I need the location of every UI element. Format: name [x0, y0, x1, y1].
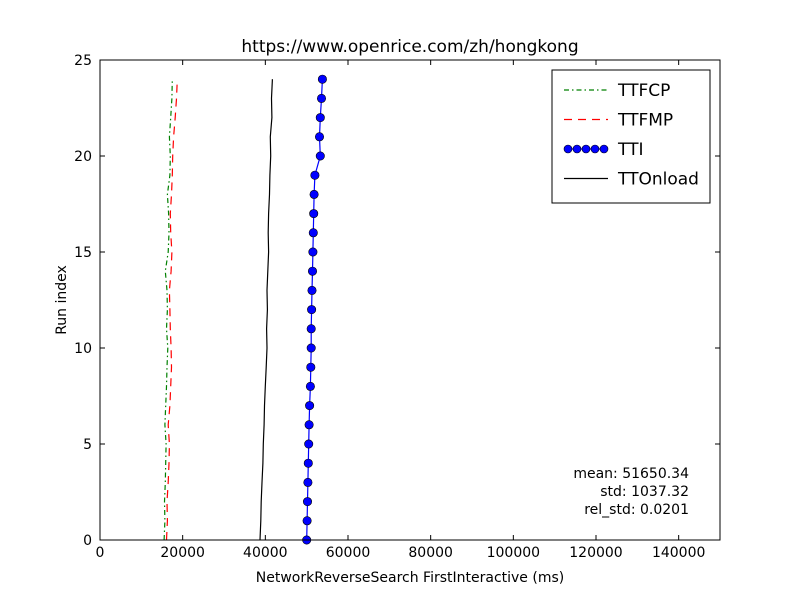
- series-line-ttonload: [259, 79, 273, 541]
- plot-area: [163, 74, 327, 545]
- tti-point: [307, 305, 317, 315]
- axes: 0 20000 40000 60000 80000 100000 120000 140000 0…: [74, 53, 721, 561]
- legend-label-ttfcp: TTFCP: [617, 81, 670, 101]
- tti-point: [307, 285, 317, 295]
- tti-point: [316, 93, 326, 103]
- tti-point: [302, 516, 312, 526]
- legend-marker: [599, 144, 609, 154]
- legend-marker: [563, 144, 573, 154]
- legend-marker: [581, 144, 591, 154]
- y-tick-label: 20: [74, 149, 92, 165]
- tti-point: [309, 189, 319, 199]
- legend-label-ttonload: TTOnload: [617, 170, 699, 190]
- legend-box: [551, 69, 711, 204]
- tti-point: [303, 458, 313, 468]
- tti-point: [317, 74, 327, 84]
- tti-point: [315, 113, 325, 123]
- x-tick-label: 0: [96, 545, 105, 561]
- legend-label-ttfmp: TTFMP: [617, 111, 673, 131]
- x-tick-label: 140000: [652, 545, 705, 561]
- x-tick-label: 20000: [160, 545, 205, 561]
- tti-point: [308, 247, 318, 257]
- tti-point: [308, 228, 318, 238]
- x-tick-label: 40000: [243, 545, 288, 561]
- x-tick-label: 120000: [569, 545, 622, 561]
- tti-point: [305, 401, 315, 411]
- stats-rel-std: rel_std: 0.0201: [584, 502, 689, 518]
- y-tick-label: 15: [74, 245, 92, 261]
- tti-point: [302, 497, 312, 507]
- plot-frame: [99, 59, 721, 541]
- tti-point: [306, 324, 316, 334]
- tti-point: [306, 362, 316, 372]
- series-line-ttfcp: [163, 79, 173, 541]
- tti-point: [303, 477, 313, 487]
- stats-mean: mean: 51650.34: [573, 466, 689, 482]
- y-tick-label: 5: [83, 437, 92, 453]
- y-tick-label: 10: [74, 341, 92, 357]
- y-tick-label: 25: [74, 53, 92, 69]
- chart-title: https://www.openrice.com/zh/hongkong: [241, 37, 578, 57]
- tti-point: [306, 343, 316, 353]
- tti-point: [304, 439, 314, 449]
- tti-point: [310, 170, 320, 180]
- series-line-ttfmp: [165, 79, 178, 541]
- tti-point: [309, 209, 319, 219]
- y-axis-label: Run index: [54, 265, 70, 335]
- x-axis-label: NetworkReverseSearch FirstInteractive (m…: [256, 570, 564, 586]
- stats-annotation: mean: 51650.34 std: 1037.32 rel_std: 0.0…: [573, 466, 689, 518]
- legend-label-tti: TTI: [617, 140, 643, 160]
- legend-marker: [572, 144, 582, 154]
- y-tick-label: 0: [83, 533, 92, 549]
- x-tick-label: 80000: [408, 545, 453, 561]
- tti-point: [315, 151, 325, 161]
- legend: TTFCP TTFMP TTI TTOnload: [551, 69, 711, 204]
- legend-marker: [590, 144, 600, 154]
- x-tick-label: 60000: [326, 545, 371, 561]
- tti-point: [305, 381, 315, 391]
- x-tick-label: 100000: [487, 545, 540, 561]
- stats-std: std: 1037.32: [600, 484, 689, 500]
- tti-point: [304, 420, 314, 430]
- tti-point: [314, 132, 324, 142]
- tti-point: [307, 266, 317, 276]
